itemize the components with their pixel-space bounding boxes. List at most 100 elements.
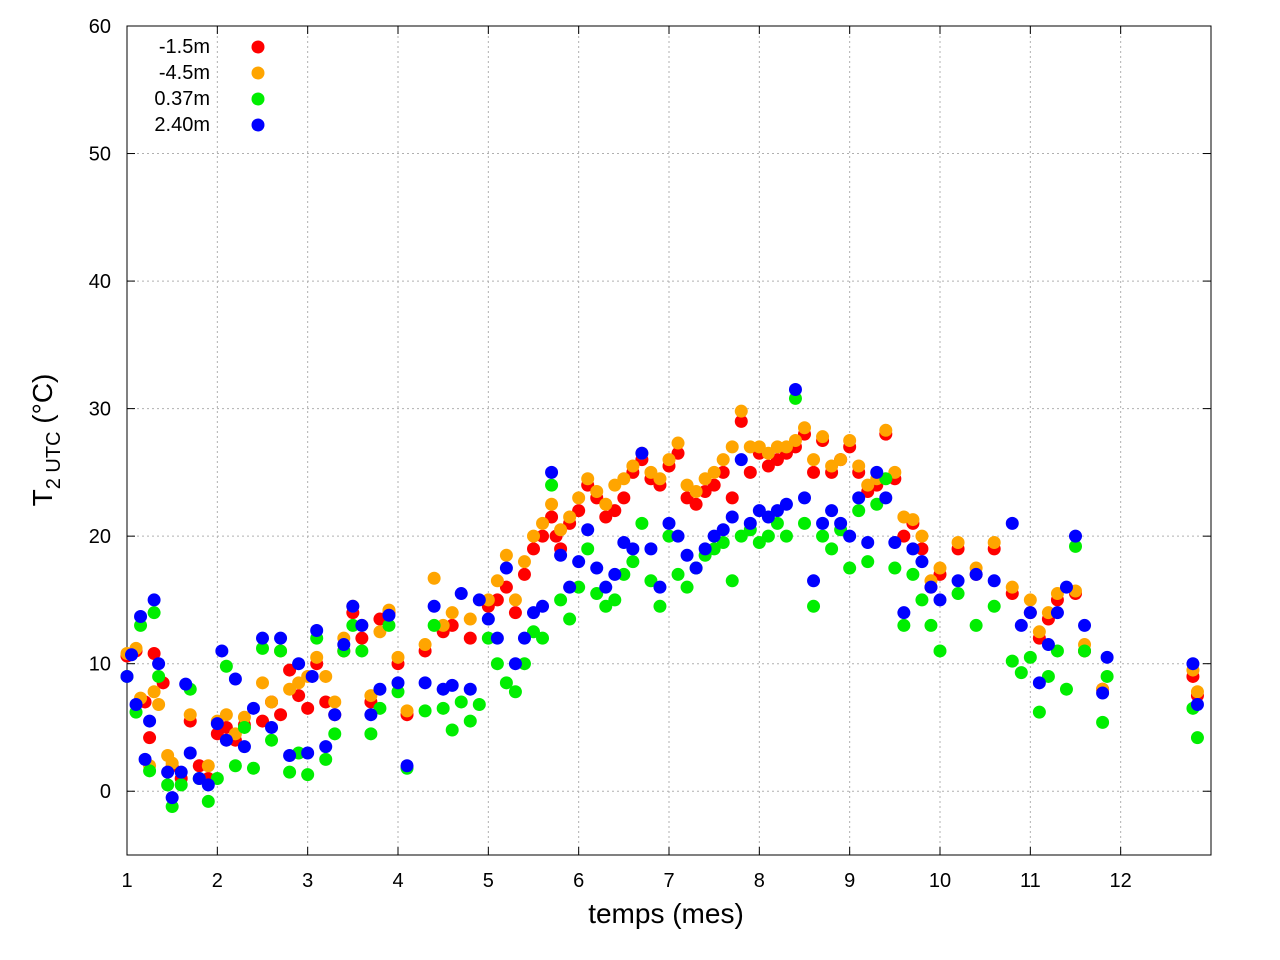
data-point	[626, 542, 640, 556]
data-point	[680, 580, 694, 594]
x-tick-label: 10	[929, 870, 951, 892]
data-point	[969, 567, 983, 581]
data-point	[237, 720, 251, 734]
data-point	[915, 593, 929, 607]
data-point	[1050, 587, 1064, 601]
data-point	[418, 638, 432, 652]
data-point	[219, 708, 233, 722]
data-point	[798, 421, 811, 435]
data-point	[626, 459, 640, 473]
data-point	[1186, 657, 1200, 671]
y-axis-title-subscript: 2 UTC	[43, 431, 65, 489]
data-point	[219, 733, 233, 747]
data-point	[680, 548, 694, 562]
data-point	[436, 618, 450, 632]
x-tick-label: 6	[573, 870, 584, 892]
data-point	[752, 536, 766, 550]
data-point	[671, 567, 685, 581]
data-point	[147, 646, 161, 660]
x-tick-label: 1	[121, 870, 132, 892]
y-tick-label: 20	[89, 526, 111, 548]
data-point	[454, 695, 468, 709]
data-point	[134, 610, 148, 624]
data-point	[644, 574, 658, 588]
data-point	[391, 650, 405, 664]
data-point	[210, 771, 224, 785]
data-point	[427, 571, 441, 585]
data-point	[572, 504, 586, 518]
data-point	[554, 523, 568, 537]
data-point	[545, 497, 559, 511]
data-point	[301, 746, 315, 760]
axis-ticks	[126, 25, 1211, 855]
data-point	[445, 678, 459, 692]
data-point	[770, 516, 784, 530]
data-point	[951, 587, 965, 601]
data-point	[617, 491, 631, 505]
data-point	[879, 423, 893, 437]
data-point	[554, 593, 568, 607]
data-point	[373, 682, 387, 696]
data-point	[490, 574, 504, 588]
grid-lines	[126, 25, 1211, 855]
data-point	[581, 523, 595, 537]
data-point	[265, 695, 279, 709]
y-axis-title-unit: (°C)	[27, 374, 58, 432]
data-point	[743, 516, 757, 530]
data-point	[481, 631, 495, 645]
data-point	[653, 472, 667, 486]
data-point	[599, 497, 613, 511]
data-point	[1014, 618, 1028, 632]
data-point	[743, 440, 757, 454]
data-point	[752, 440, 766, 454]
x-tick-label: 9	[844, 870, 855, 892]
data-point	[779, 497, 793, 511]
data-point	[1078, 644, 1092, 658]
data-point	[373, 625, 387, 639]
data-point	[400, 704, 414, 718]
data-point	[581, 472, 595, 486]
data-point	[463, 714, 477, 728]
data-point	[716, 465, 730, 479]
data-point	[843, 434, 857, 447]
data-point	[147, 685, 161, 699]
data-point	[1041, 638, 1055, 652]
data-point	[608, 478, 622, 492]
data-point	[734, 404, 748, 418]
data-point	[237, 710, 251, 724]
data-point	[843, 529, 857, 543]
data-point	[716, 536, 730, 550]
data-point	[707, 478, 721, 492]
data-point	[852, 491, 866, 505]
data-point	[292, 657, 306, 671]
data-point	[490, 631, 504, 645]
data-point	[147, 606, 161, 620]
data-point	[328, 708, 342, 722]
data-point	[274, 708, 288, 722]
x-tick-label: 3	[302, 870, 313, 892]
data-point	[734, 414, 748, 428]
data-point	[256, 641, 269, 655]
data-point	[707, 542, 721, 556]
data-point	[671, 446, 685, 460]
data-point	[933, 593, 947, 607]
data-point	[545, 465, 559, 479]
data-point	[1032, 705, 1046, 719]
y-axis-title: T2 UTC (°C)	[27, 374, 65, 507]
data-point	[319, 695, 333, 709]
data-point	[508, 657, 522, 671]
data-point	[536, 516, 550, 530]
x-tick-label: 8	[754, 870, 765, 892]
x-tick-label: 4	[392, 870, 403, 892]
data-point	[481, 593, 495, 607]
data-point	[834, 453, 848, 467]
data-point	[1069, 539, 1082, 553]
y-tick-label: 40	[89, 271, 111, 293]
data-point	[788, 434, 802, 447]
data-point	[1014, 666, 1028, 680]
data-point	[734, 453, 748, 467]
data-point	[653, 599, 667, 613]
data-point	[915, 542, 929, 556]
data-point	[274, 644, 288, 658]
data-point	[924, 618, 938, 632]
